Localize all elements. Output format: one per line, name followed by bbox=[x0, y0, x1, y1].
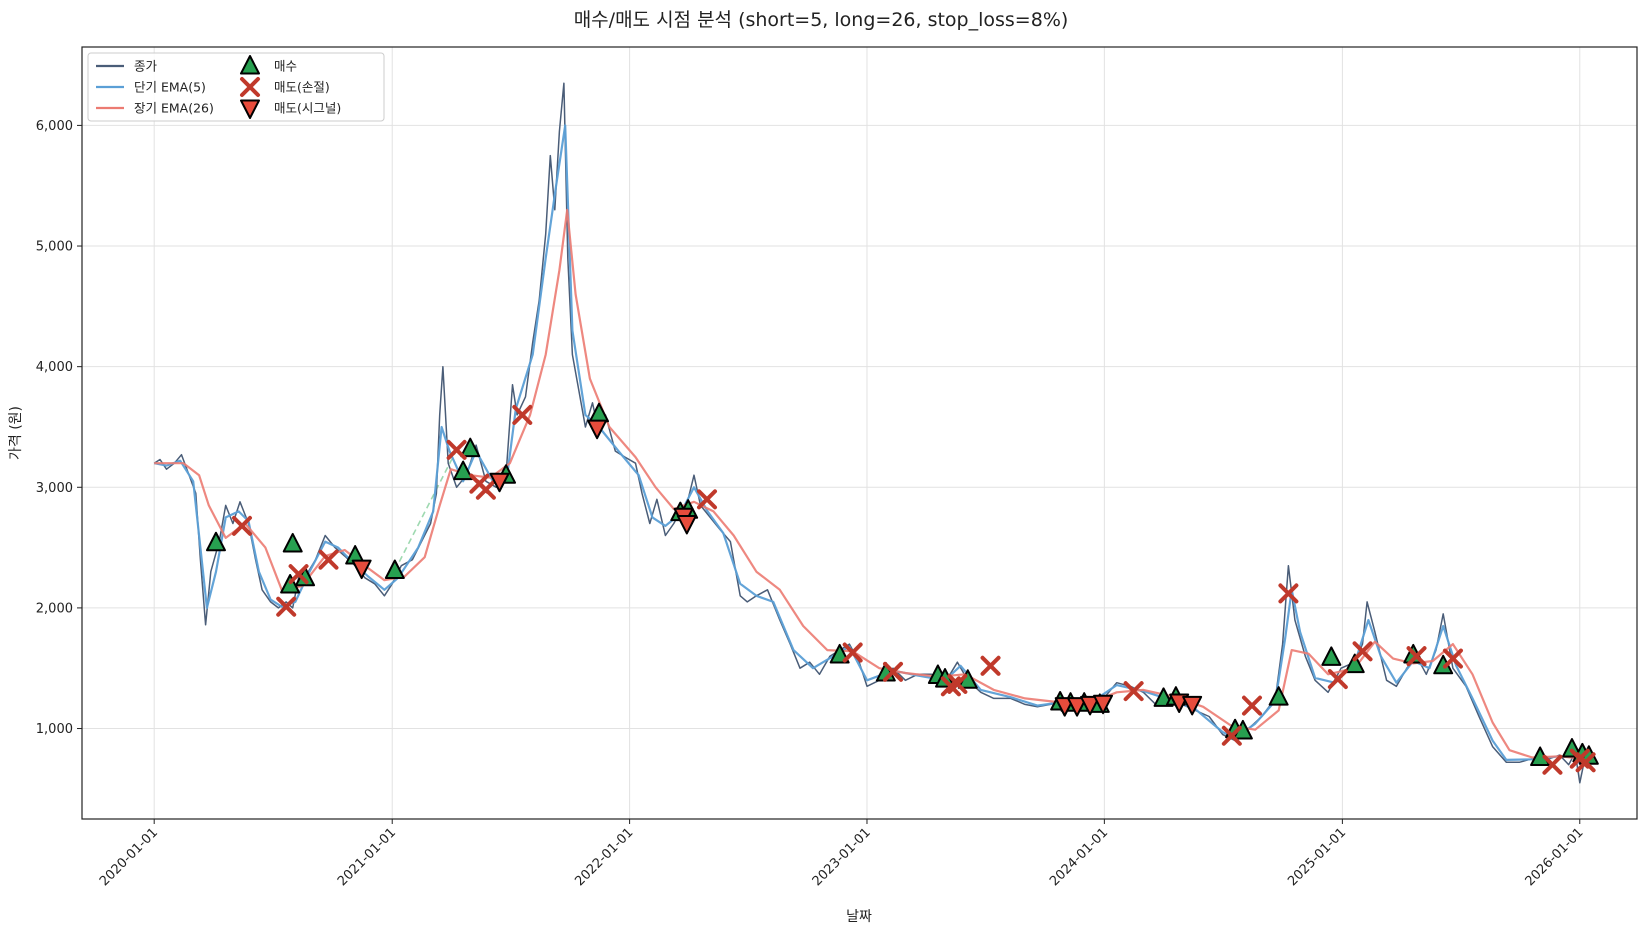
buy-marker bbox=[1561, 738, 1582, 758]
stop-loss-sell-marker bbox=[1352, 641, 1373, 662]
stop-loss-sell-marker bbox=[947, 673, 968, 694]
buy-marker bbox=[384, 559, 405, 580]
x-tick-label: 2026-01-01 bbox=[1523, 825, 1587, 889]
legend-item: 장기 EMA(26) bbox=[96, 101, 214, 116]
buy-marker bbox=[829, 643, 850, 664]
legend-signal-sell-swatch bbox=[240, 99, 260, 119]
legend-buy-swatch bbox=[240, 55, 260, 75]
short-ema-line bbox=[153, 124, 1584, 768]
signal-sell-marker bbox=[1093, 694, 1114, 715]
legend-label: 장기 EMA(26) bbox=[134, 101, 214, 116]
x-tick-label: 2021-01-01 bbox=[335, 825, 399, 889]
legend-box bbox=[87, 52, 385, 122]
stop-loss-sell-marker bbox=[276, 596, 297, 617]
legend-label: 매도(손절) bbox=[274, 80, 330, 95]
marker-layer bbox=[205, 402, 1599, 775]
stop-loss-sell-marker bbox=[882, 661, 903, 682]
legend-label: 종가 bbox=[134, 59, 158, 74]
y-tick-label: 1,000 bbox=[36, 722, 73, 737]
trade-link bbox=[394, 449, 458, 571]
stop-loss-sell-marker bbox=[696, 489, 717, 510]
x-tick-label: 2024-01-01 bbox=[1047, 825, 1111, 889]
stop-loss-sell-marker bbox=[512, 404, 533, 425]
legend-label: 매수 bbox=[274, 59, 297, 74]
signal-sell-marker bbox=[1067, 697, 1088, 717]
legend-item: 매수 bbox=[240, 55, 297, 75]
legend-item: 매도(손절) bbox=[240, 77, 330, 97]
chart-title: 매수/매도 시점 분석 (short=5, long=26, stop_loss… bbox=[574, 9, 1069, 31]
legend-stop-loss-swatch bbox=[240, 77, 260, 97]
stop-loss-sell-marker bbox=[1123, 681, 1144, 702]
stop-loss-sell-marker bbox=[980, 655, 1001, 676]
grid-layer bbox=[82, 47, 1637, 819]
legend-label: 매도(시그널) bbox=[274, 101, 341, 116]
close-price-line bbox=[153, 82, 1586, 784]
stop-loss-sell-marker bbox=[1278, 583, 1299, 604]
legend-item: 매도(시그널) bbox=[240, 99, 341, 119]
x-tick-layer: 2020-01-01 2021-01-01 2022-01-01 2023-01-01… bbox=[97, 819, 1587, 889]
y-tick-label: 3,000 bbox=[36, 481, 73, 496]
buy-marker bbox=[1321, 646, 1342, 666]
signal-sell-marker bbox=[1182, 695, 1203, 716]
buy-marker bbox=[282, 532, 303, 553]
stop-loss-sell-marker bbox=[318, 549, 339, 570]
stop-loss-sell-marker bbox=[231, 515, 252, 536]
signal-sell-marker bbox=[351, 559, 372, 580]
trade-link-layer bbox=[394, 449, 458, 571]
stop-loss-sell-marker bbox=[475, 479, 496, 500]
x-tick-label: 2025-01-01 bbox=[1285, 825, 1349, 889]
long-ema-line bbox=[154, 208, 1583, 760]
y-axis-label: 가격 (원) bbox=[8, 406, 24, 460]
x-tick-label: 2023-01-01 bbox=[810, 825, 874, 889]
legend-label: 단기 EMA(5) bbox=[134, 80, 206, 95]
x-axis-label: 날짜 bbox=[846, 909, 872, 925]
stop-loss-sell-marker bbox=[1221, 725, 1242, 746]
stop-loss-sell-marker bbox=[1575, 752, 1596, 773]
signal-sell-marker bbox=[587, 419, 608, 440]
stop-loss-sell-marker bbox=[1327, 669, 1348, 690]
buy-marker bbox=[453, 460, 474, 481]
stop-loss-sell-marker bbox=[842, 642, 863, 663]
x-tick-label: 2022-01-01 bbox=[572, 825, 636, 889]
y-tick-label: 5,000 bbox=[36, 240, 73, 255]
y-tick-label: 6,000 bbox=[36, 119, 73, 134]
buy-marker bbox=[1344, 653, 1365, 674]
stop-loss-sell-marker bbox=[446, 439, 467, 460]
y-tick-label: 4,000 bbox=[36, 360, 73, 375]
x-tick-label: 2020-01-01 bbox=[97, 825, 161, 889]
legend-item: 단기 EMA(5) bbox=[96, 80, 206, 95]
stop-loss-sell-marker bbox=[1241, 695, 1262, 716]
y-tick-layer: 1,000 2,000 3,000 4,000 5,000 6,000 bbox=[36, 119, 82, 737]
legend-item: 종가 bbox=[96, 59, 158, 74]
stop-loss-sell-marker bbox=[1406, 646, 1427, 667]
signal-sell-marker bbox=[489, 472, 510, 493]
stop-loss-sell-marker bbox=[1442, 648, 1463, 669]
y-tick-label: 2,000 bbox=[36, 601, 73, 616]
signal-sell-marker bbox=[676, 514, 697, 535]
signal-sell-marker bbox=[1080, 695, 1101, 716]
series-layer bbox=[153, 82, 1586, 784]
stop-loss-sell-marker bbox=[1542, 754, 1563, 775]
buy-marker bbox=[460, 437, 481, 458]
buy-marker bbox=[205, 531, 226, 552]
plot-frame bbox=[81, 46, 1638, 820]
stop-loss-sell-marker bbox=[288, 564, 309, 585]
buy-marker bbox=[1268, 686, 1289, 706]
